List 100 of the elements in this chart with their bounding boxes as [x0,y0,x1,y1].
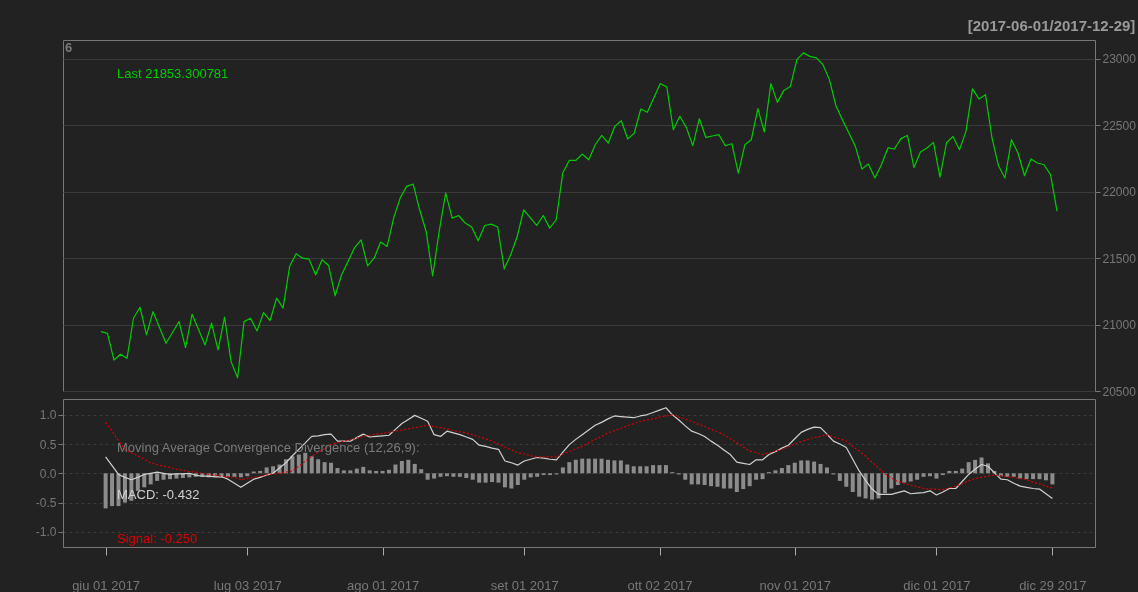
bar [850,473,855,493]
bar [592,458,597,474]
text: 6 [64,40,72,55]
x-tick-label: set 01 2017 [490,577,559,592]
bar [1037,473,1042,480]
x-tick-label: dic 01 2017 [902,577,971,592]
bar [154,473,159,481]
bar [450,473,455,477]
bar [296,454,301,474]
bar [1030,473,1035,480]
x-tick-label: nov 01 2017 [758,577,831,592]
bar [933,473,938,479]
bar [618,460,623,474]
bar [863,473,868,499]
y-tick-label: 21500 [1102,251,1136,266]
bar [599,458,604,474]
bar [805,460,810,474]
bar [785,465,790,474]
bar [521,473,526,480]
bar [901,473,906,483]
bar [895,473,900,485]
bar [418,469,423,474]
bar [760,473,765,480]
bar [141,473,146,488]
bar [708,473,713,487]
bar [747,473,752,487]
bar [908,473,913,482]
bar [135,473,140,491]
bar [341,470,346,474]
bar [914,473,919,480]
bar [489,473,494,483]
bar [1049,473,1054,485]
bar [238,473,243,478]
y-tick-label: 22500 [1102,118,1136,133]
bar [753,473,758,480]
bar [798,460,803,474]
bar [966,462,971,474]
y-tick-label: 0.5 [39,437,57,452]
bar [772,470,777,474]
bar [856,473,861,497]
bar [315,459,320,474]
bar [631,466,636,474]
bar [148,473,153,485]
bar [882,473,887,494]
bar [508,473,513,489]
bar [875,473,880,499]
bar [322,462,327,474]
bar [624,464,629,474]
bar [534,473,539,477]
bar [431,473,436,479]
bar [1043,473,1048,481]
bar [644,466,649,474]
bar [888,473,893,489]
bar [392,464,397,474]
annotation: Last 21853.300781 [116,66,228,81]
bar [689,473,694,485]
bar [792,462,797,474]
bar [334,468,339,474]
annotation: Signal: -0.250 [116,531,197,546]
y-tick-label: 22000 [1102,185,1136,200]
y-tick-label: 0.0 [39,466,57,481]
bar [457,473,462,477]
bar [734,473,739,493]
bar [515,473,520,485]
bar [566,462,571,474]
bar [869,473,874,500]
bar [244,473,249,477]
bar [586,458,591,474]
bar [495,473,500,483]
bar [109,473,114,507]
bar [470,473,475,480]
bar [727,473,732,489]
bar [367,470,372,474]
bar [483,473,488,483]
bar [412,463,417,474]
bar [837,473,842,481]
bar [476,473,481,483]
bar [714,473,719,487]
x-tick-label: giu 01 2017 [71,577,140,592]
bar [927,473,932,477]
bar [405,459,410,474]
x-tick-label: dic 29 2017 [1018,577,1086,592]
line-series [104,407,1053,500]
y-tick-label: -0.5 [35,496,57,511]
bar [1017,473,1022,479]
bar [579,458,584,474]
y-tick-label: 20500 [1102,384,1136,399]
bar [695,473,700,485]
bar [328,462,333,474]
bar [979,457,984,474]
bar [360,466,365,474]
bar [663,465,668,474]
bar [399,461,404,474]
x-tick-label: ago 01 2017 [346,577,419,592]
bar [425,473,430,480]
bar [463,473,468,478]
x-tick-label: lug 03 2017 [213,577,282,592]
bar [811,461,816,474]
bar [843,473,848,487]
y-tick-label: 1.0 [39,408,57,423]
